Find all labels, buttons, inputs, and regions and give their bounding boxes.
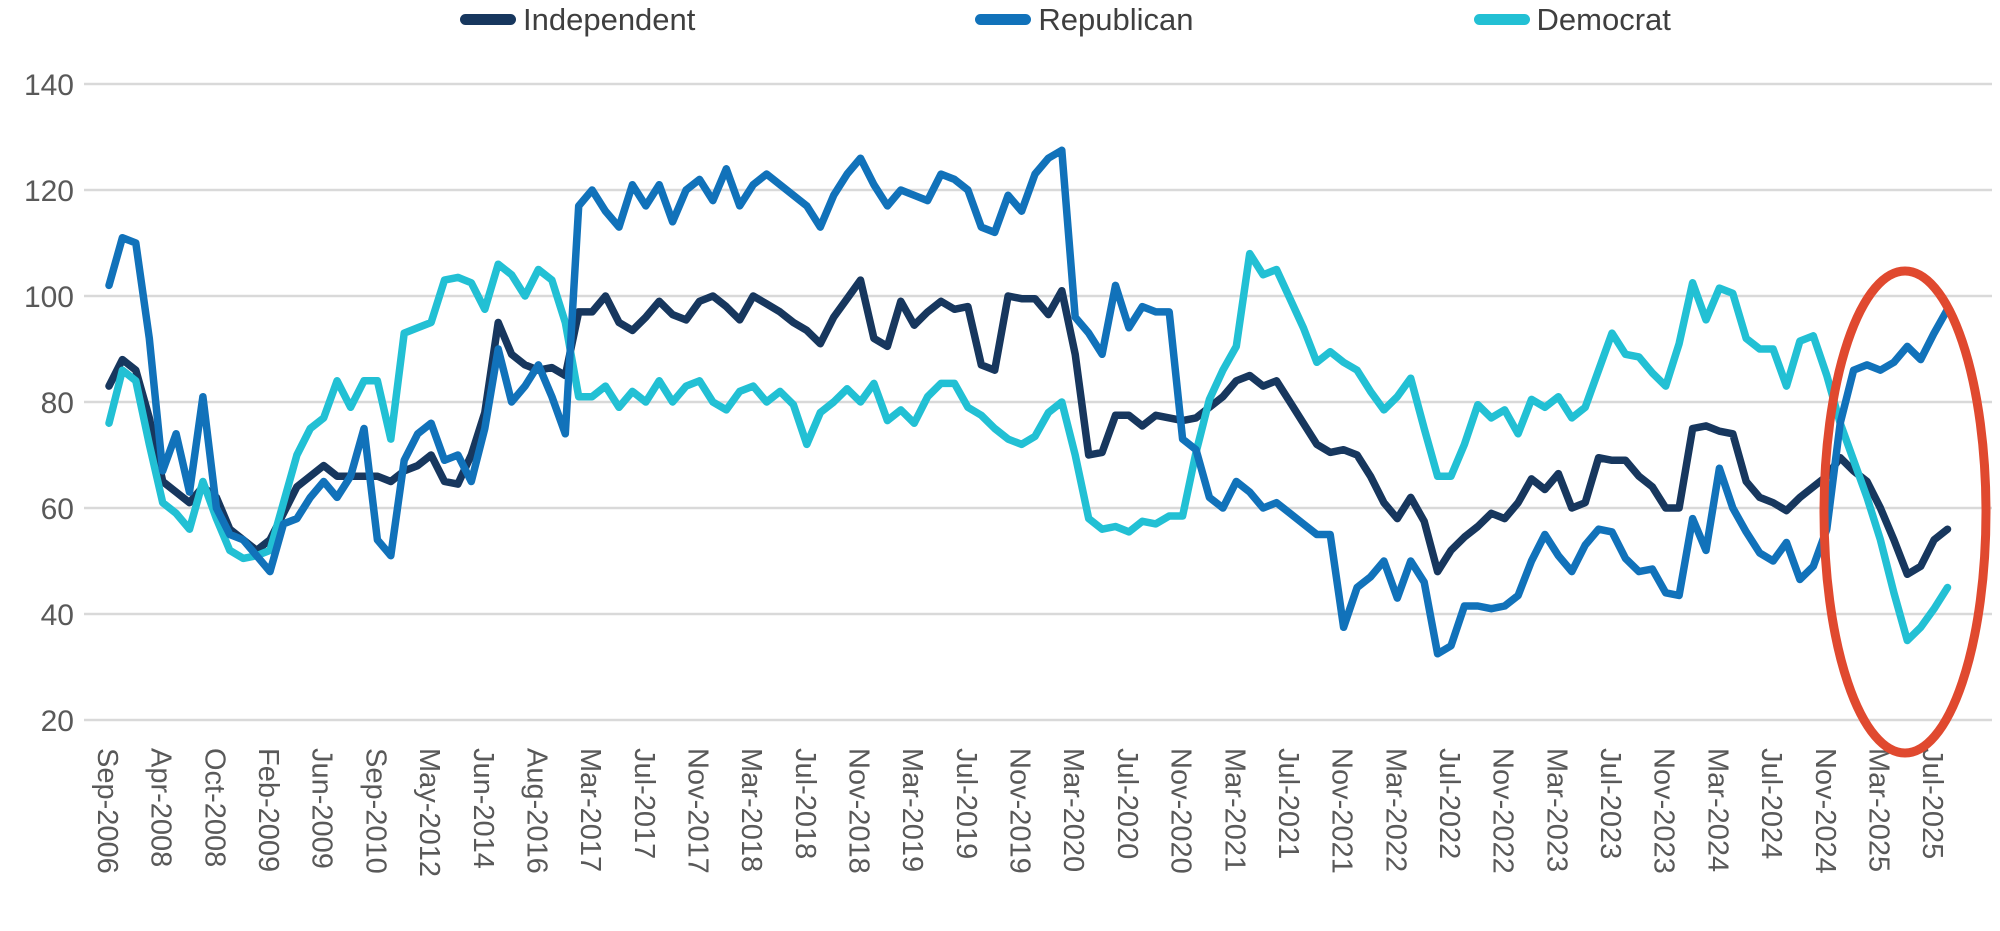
x-tick-label: Jul-2021 bbox=[1272, 748, 1304, 859]
x-tick-label: Sep-2010 bbox=[359, 748, 391, 874]
x-tick-label: Jul-2023 bbox=[1594, 748, 1626, 859]
y-tick-label: 100 bbox=[24, 281, 74, 314]
legend-swatch-democrat bbox=[1473, 14, 1530, 25]
x-tick-label: Mar-2021 bbox=[1218, 748, 1250, 872]
annotation-ellipse bbox=[1819, 266, 1991, 758]
x-tick-label: Mar-2017 bbox=[574, 748, 606, 872]
x-tick-label: Mar-2023 bbox=[1540, 748, 1572, 872]
x-tick-label: Feb-2009 bbox=[252, 748, 284, 872]
series-line-republican bbox=[105, 146, 1952, 658]
x-tick-label: Mar-2020 bbox=[1057, 748, 1089, 872]
x-tick-label: Mar-2024 bbox=[1701, 748, 1733, 872]
x-tick-label: Jul-2022 bbox=[1433, 748, 1465, 859]
x-tick-label: Mar-2018 bbox=[735, 748, 767, 872]
gridlines bbox=[84, 82, 1992, 722]
x-tick-label: May-2012 bbox=[413, 748, 445, 877]
x-tick-label: Jul-2024 bbox=[1755, 748, 1787, 859]
x-tick-label: Jun-2014 bbox=[467, 748, 499, 869]
y-tick-label: 60 bbox=[41, 493, 74, 526]
x-tick-label: Nov-2023 bbox=[1648, 748, 1680, 874]
legend-swatch-republican bbox=[975, 14, 1032, 25]
y-tick-label: 120 bbox=[24, 175, 74, 208]
legend-item-democrat: Democrat bbox=[1473, 2, 1671, 37]
x-tick-label: Oct-2008 bbox=[198, 748, 230, 867]
x-tick-label: Nov-2022 bbox=[1487, 748, 1519, 874]
series-line-independent bbox=[105, 276, 1952, 579]
x-tick-label: Sep-2006 bbox=[91, 748, 123, 874]
legend-item-republican: Republican bbox=[975, 2, 1194, 37]
y-tick-label: 140 bbox=[24, 69, 74, 102]
x-tick-label: Nov-2024 bbox=[1809, 748, 1841, 874]
x-tick-label: Nov-2020 bbox=[1165, 748, 1197, 874]
x-tick-label: Aug-2016 bbox=[520, 748, 552, 874]
legend-label: Democrat bbox=[1536, 2, 1671, 37]
legend-label: Republican bbox=[1038, 2, 1194, 37]
x-tick-label: Nov-2021 bbox=[1326, 748, 1358, 874]
series-line-democrat bbox=[105, 249, 1952, 645]
y-tick-label: 20 bbox=[41, 705, 74, 738]
x-tick-label: Nov-2018 bbox=[843, 748, 875, 874]
legend-swatch-independent bbox=[460, 14, 516, 25]
x-tick-label: Jul-2018 bbox=[789, 748, 821, 859]
x-tick-label: Jul-2025 bbox=[1916, 748, 1948, 859]
x-tick-label: Nov-2017 bbox=[681, 748, 713, 874]
legend-item-independent: Independent bbox=[460, 4, 695, 35]
x-tick-label: Jul-2019 bbox=[950, 748, 982, 859]
legend-label: Independent bbox=[523, 2, 696, 37]
x-tick-label: Jul-2020 bbox=[1111, 748, 1143, 859]
x-tick-label: Mar-2022 bbox=[1379, 748, 1411, 872]
chart-legend: Independent Republican Democrat bbox=[460, 4, 1671, 35]
x-tick-label: Nov-2019 bbox=[1004, 748, 1036, 874]
x-tick-label: Jun-2009 bbox=[306, 748, 338, 869]
x-tick-label: Mar-2025 bbox=[1862, 748, 1894, 872]
x-axis-labels: Sep-2006 Apr-2008 Oct-2008 Feb-2009 Jun-2009… bbox=[91, 748, 1948, 877]
y-axis-labels: 140 120 100 80 60 40 20 bbox=[24, 69, 74, 738]
x-tick-label: Jul-2017 bbox=[628, 748, 660, 859]
x-tick-label: Apr-2008 bbox=[145, 748, 177, 867]
y-tick-label: 40 bbox=[41, 599, 74, 632]
y-tick-label: 80 bbox=[41, 387, 74, 420]
x-tick-label: Mar-2019 bbox=[896, 748, 928, 872]
